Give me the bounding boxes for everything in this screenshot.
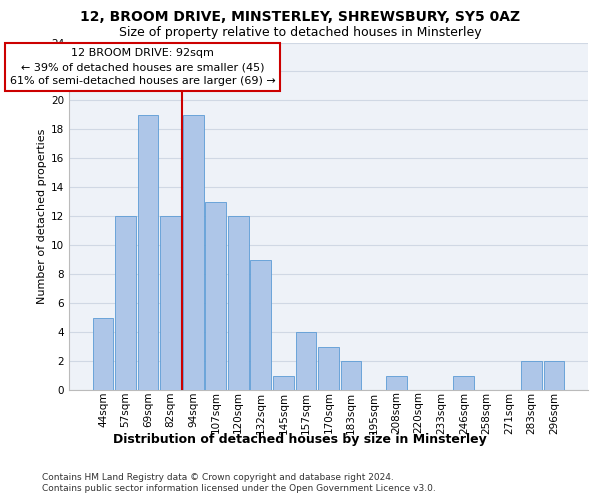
Bar xyxy=(544,361,565,390)
Text: Contains HM Land Registry data © Crown copyright and database right 2024.: Contains HM Land Registry data © Crown c… xyxy=(42,472,394,482)
Bar xyxy=(92,318,113,390)
Bar xyxy=(521,361,542,390)
Text: 12 BROOM DRIVE: 92sqm
← 39% of detached houses are smaller (45)
61% of semi-deta: 12 BROOM DRIVE: 92sqm ← 39% of detached … xyxy=(10,48,275,86)
Bar xyxy=(454,376,474,390)
Bar xyxy=(137,115,158,390)
Text: Contains public sector information licensed under the Open Government Licence v3: Contains public sector information licen… xyxy=(42,484,436,493)
Bar xyxy=(228,216,248,390)
Bar xyxy=(341,361,361,390)
Bar xyxy=(273,376,294,390)
Bar xyxy=(250,260,271,390)
Bar xyxy=(386,376,407,390)
Bar xyxy=(205,202,226,390)
Bar xyxy=(183,115,203,390)
Text: Size of property relative to detached houses in Minsterley: Size of property relative to detached ho… xyxy=(119,26,481,39)
Bar xyxy=(115,216,136,390)
Bar xyxy=(318,346,339,390)
Text: 12, BROOM DRIVE, MINSTERLEY, SHREWSBURY, SY5 0AZ: 12, BROOM DRIVE, MINSTERLEY, SHREWSBURY,… xyxy=(80,10,520,24)
Bar xyxy=(296,332,316,390)
Y-axis label: Number of detached properties: Number of detached properties xyxy=(37,128,47,304)
Text: Distribution of detached houses by size in Minsterley: Distribution of detached houses by size … xyxy=(113,432,487,446)
Bar xyxy=(160,216,181,390)
